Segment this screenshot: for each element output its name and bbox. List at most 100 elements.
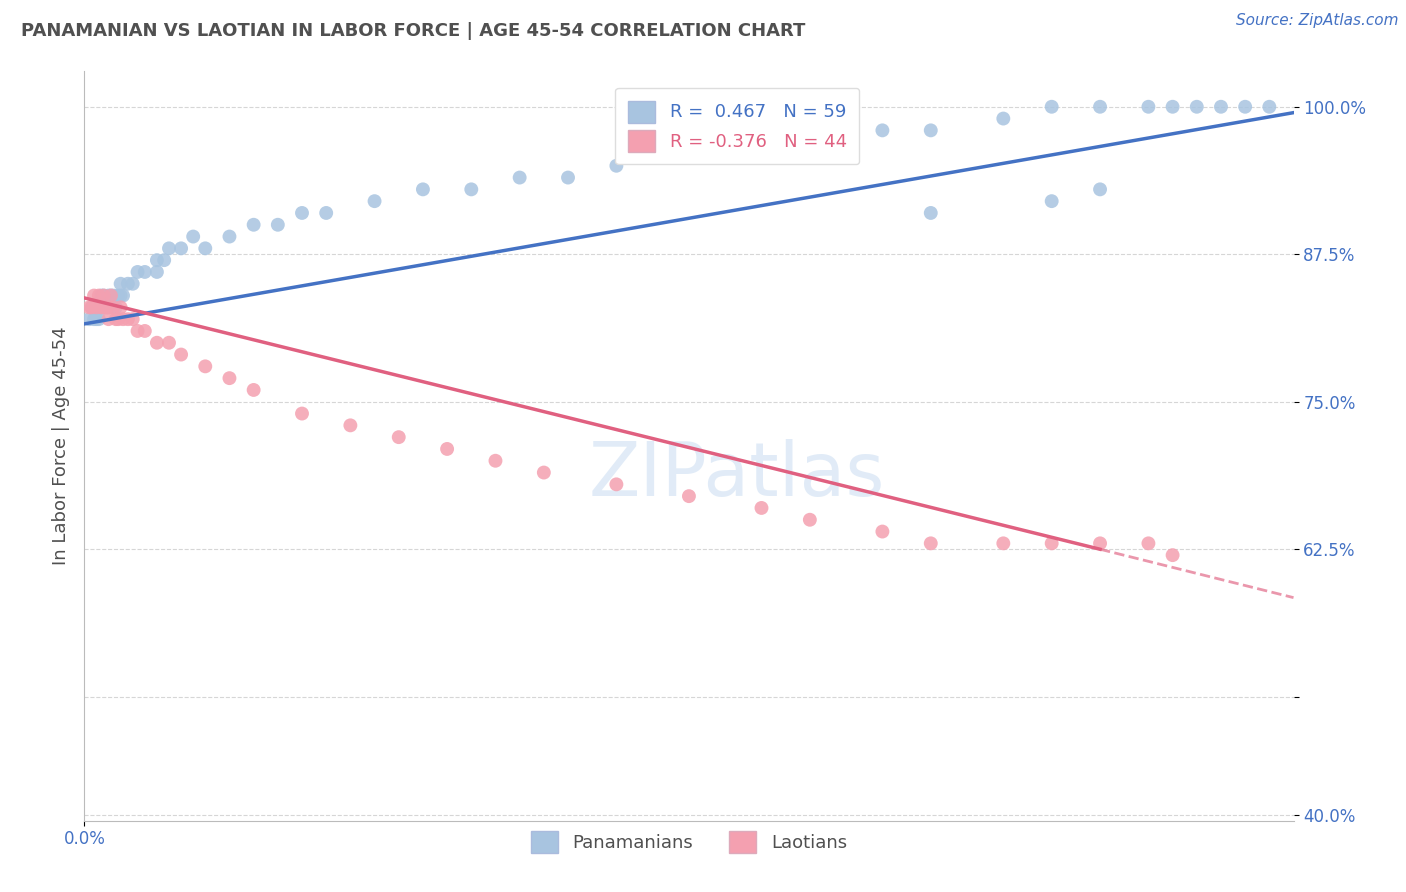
Point [751,135,773,149]
Y-axis label: In Labor Force | Age 45-54: In Labor Force | Age 45-54 [52,326,70,566]
Point [291,206,314,220]
Point [87,312,110,326]
Point [242,383,264,397]
Point [218,371,240,385]
Point [146,253,169,268]
Point [799,135,821,149]
Point [97,312,120,326]
Point [218,229,240,244]
Point [157,335,180,350]
Point [127,324,149,338]
Point [110,288,132,302]
Point [90,301,112,315]
Point [872,123,894,137]
Point [110,277,132,291]
Point [107,312,129,326]
Point [920,123,942,137]
Legend: Panamanians, Laotians: Panamanians, Laotians [520,821,858,864]
Point [1088,182,1111,196]
Point [93,301,115,315]
Point [100,288,122,302]
Point [80,301,103,315]
Point [157,241,180,255]
Point [181,229,204,244]
Point [194,359,217,374]
Point [993,536,1015,550]
Point [170,347,193,361]
Point [267,218,290,232]
Point [134,265,156,279]
Point [1209,100,1232,114]
Point [104,301,127,315]
Point [103,288,125,302]
Point [460,182,482,196]
Point [86,312,108,326]
Point [90,288,112,302]
Point [97,301,120,315]
Point [1161,548,1184,562]
Point [110,301,132,315]
Point [799,513,821,527]
Point [86,301,108,315]
Point [605,159,627,173]
Point [1258,100,1281,114]
Point [121,277,143,291]
Point [1161,100,1184,114]
Point [83,288,105,302]
Point [388,430,411,444]
Point [1137,536,1160,550]
Point [1040,100,1063,114]
Point [339,418,361,433]
Text: ZIPatlas: ZIPatlas [589,440,886,513]
Point [103,301,125,315]
Point [100,288,122,302]
Point [194,241,217,255]
Point [920,536,942,550]
Point [77,312,100,326]
Point [97,301,120,315]
Point [484,454,506,468]
Point [170,241,193,255]
Point [1088,100,1111,114]
Point [1040,194,1063,209]
Point [412,182,434,196]
Point [93,301,115,315]
Point [117,312,139,326]
Point [83,312,105,326]
Text: PANAMANIAN VS LAOTIAN IN LABOR FORCE | AGE 45-54 CORRELATION CHART: PANAMANIAN VS LAOTIAN IN LABOR FORCE | A… [21,22,806,40]
Point [605,477,627,491]
Point [117,277,139,291]
Point [93,288,115,302]
Point [80,301,103,315]
Point [557,170,579,185]
Point [104,312,127,326]
Point [1088,536,1111,550]
Point [94,301,117,315]
Point [533,466,555,480]
Point [509,170,531,185]
Point [678,147,700,161]
Point [146,335,169,350]
Point [77,301,100,315]
Point [153,253,176,268]
Point [112,312,135,326]
Point [107,288,129,302]
Point [1137,100,1160,114]
Point [134,324,156,338]
Point [993,112,1015,126]
Point [1040,536,1063,550]
Point [242,218,264,232]
Point [1185,100,1208,114]
Point [146,265,169,279]
Point [94,301,117,315]
Point [86,301,108,315]
Point [127,265,149,279]
Point [436,442,458,456]
Point [872,524,894,539]
Point [920,206,942,220]
Point [751,500,773,515]
Point [363,194,385,209]
Point [291,407,314,421]
Point [87,288,110,302]
Point [315,206,337,220]
